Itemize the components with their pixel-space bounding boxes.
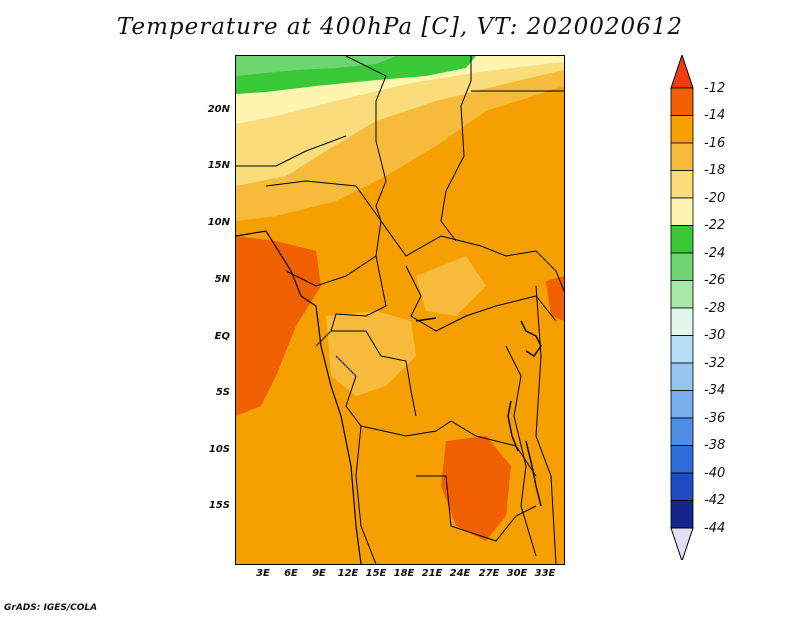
colorbar-label: -32 — [704, 356, 726, 371]
lat-label-15s: 15S — [208, 500, 230, 511]
lon-label-33e: 33E — [534, 568, 556, 579]
field-patch-congo — [326, 311, 416, 396]
colorbar-label: -42 — [704, 493, 726, 508]
colorbar-swatch — [670, 390, 694, 419]
colorbar-swatch — [670, 445, 694, 474]
colorbar-swatch — [670, 225, 694, 254]
colorbar-swatch — [670, 252, 694, 281]
colorbar-top-arrow — [670, 55, 694, 89]
coastline — [236, 230, 362, 564]
colorbar-swatch — [670, 417, 694, 446]
map-panel — [235, 55, 565, 565]
colorbar-swatch — [670, 115, 694, 144]
colorbar-label: -14 — [704, 108, 726, 123]
colorbar-label: -22 — [704, 218, 726, 233]
colorbar-swatch — [670, 307, 694, 336]
colorbar-swatch — [670, 197, 694, 226]
chart-title: Temperature at 400hPa [C], VT: 202002061… — [116, 14, 684, 40]
lon-label-18e: 18E — [393, 568, 415, 579]
lon-label-9e: 9E — [312, 568, 326, 579]
lat-label-10s: 10S — [208, 444, 230, 455]
colorbar-label: -36 — [704, 411, 726, 426]
lat-label-5s: 5S — [215, 387, 230, 398]
lat-label-eq: EQ — [214, 331, 230, 342]
country-borders — [236, 56, 564, 564]
colorbar-label: -30 — [704, 328, 726, 343]
colorbar-label: -44 — [704, 521, 726, 536]
lon-label-6e: 6E — [284, 568, 298, 579]
lat-label-10n: 10N — [207, 217, 230, 228]
colorbar — [670, 55, 694, 560]
colorbar-label: -16 — [704, 136, 726, 151]
colorbar-label: -34 — [704, 383, 726, 398]
colorbar-bottom-arrow — [670, 527, 694, 560]
colorbar-swatch — [670, 170, 694, 199]
colorbar-label: -12 — [704, 81, 726, 96]
field-patch-central — [416, 256, 486, 316]
colorbar-swatch — [670, 87, 694, 116]
colorbar-label: -38 — [704, 438, 726, 453]
temperature-map — [236, 56, 564, 564]
lakes — [415, 317, 542, 507]
colorbar-swatch — [670, 472, 694, 501]
lon-label-21e: 21E — [421, 568, 443, 579]
lat-label-20n: 20N — [207, 104, 230, 115]
colorbar-swatch — [670, 142, 694, 171]
grads-credit: GrADS: IGES/COLA — [4, 603, 98, 613]
lon-label-3e: 3E — [256, 568, 270, 579]
field-warm-west — [236, 236, 321, 416]
colorbar-swatch — [670, 362, 694, 391]
lon-label-15e: 15E — [365, 568, 387, 579]
colorbar-label: -24 — [704, 246, 726, 261]
lat-label-5n: 5N — [214, 274, 230, 285]
colorbar-swatch — [670, 500, 694, 529]
colorbar-label: -20 — [704, 191, 726, 206]
lon-label-27e: 27E — [478, 568, 500, 579]
colorbar-swatch — [670, 280, 694, 309]
colorbar-label: -28 — [704, 301, 726, 316]
lat-label-15n: 15N — [207, 160, 230, 171]
lon-label-12e: 12E — [337, 568, 359, 579]
field-warm-south — [441, 436, 511, 541]
lon-label-30e: 30E — [506, 568, 528, 579]
colorbar-label: -18 — [704, 163, 726, 178]
field-warm-east — [546, 276, 564, 321]
colorbar-swatch — [670, 335, 694, 364]
colorbar-label: -40 — [704, 466, 726, 481]
lon-label-24e: 24E — [449, 568, 471, 579]
colorbar-label: -26 — [704, 273, 726, 288]
